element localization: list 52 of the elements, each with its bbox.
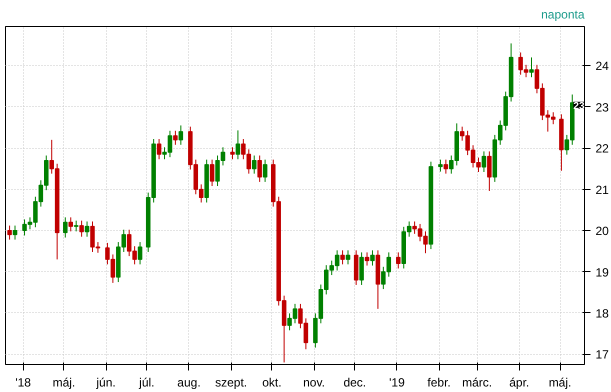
x-tick-label: jún. [95, 376, 116, 390]
candlestick [438, 159, 443, 172]
candlestick [359, 252, 364, 286]
candlestick [74, 220, 78, 232]
y-tick-label: 23 [596, 100, 610, 114]
candlestick [178, 124, 184, 146]
x-tick-label: '18 [15, 376, 32, 390]
candlestick [12, 225, 18, 240]
x-tick-label: '19 [389, 376, 406, 390]
candlestick [63, 216, 68, 238]
candlestick [346, 250, 350, 265]
chart-subtitle: naponta [541, 8, 585, 22]
candlestick [68, 216, 74, 232]
x-tick-label: aug. [177, 376, 201, 390]
y-tick-label: 24 [596, 59, 610, 74]
candlestick [487, 150, 492, 192]
candlestick [84, 220, 90, 238]
y-tick-label: 22 [596, 142, 610, 156]
x-tick-label: júl. [138, 376, 155, 390]
candlestick [444, 159, 448, 174]
x-tick-label: ápr. [509, 376, 530, 390]
y-tick-label: 17 [596, 348, 610, 362]
candlestick [529, 56, 534, 78]
x-tick-label: febr. [427, 376, 451, 390]
candlestick [482, 150, 486, 173]
candlestick [262, 159, 268, 182]
candlestick [156, 138, 162, 160]
candlestick [7, 225, 12, 240]
candlestick [138, 242, 142, 265]
candlestick [210, 159, 214, 187]
x-tick-label: máj. [52, 376, 76, 390]
candlestick [79, 220, 84, 238]
y-tick-label: 19 [596, 265, 610, 280]
y-tick-label: 21 [596, 182, 610, 197]
x-tick-label: dec. [343, 376, 366, 390]
candlestick [173, 130, 178, 146]
x-tick-label: nov. [303, 376, 325, 390]
candlestick [396, 252, 401, 269]
candlestick [257, 155, 262, 182]
candlestick [340, 250, 345, 265]
candlestick [230, 146, 235, 160]
y-tick-label: 20 [596, 224, 610, 238]
x-tick-label: márc. [462, 376, 492, 390]
annotation: 23 [573, 100, 585, 112]
x-tick-label: szept. [215, 376, 248, 390]
y-tick-label: 18 [596, 306, 610, 320]
candlestick [236, 130, 240, 160]
candlestick [364, 252, 370, 266]
candlestick [370, 250, 375, 266]
candlestick [252, 155, 256, 174]
x-tick-label: okt. [262, 376, 282, 390]
x-tick-label: máj. [548, 376, 572, 390]
